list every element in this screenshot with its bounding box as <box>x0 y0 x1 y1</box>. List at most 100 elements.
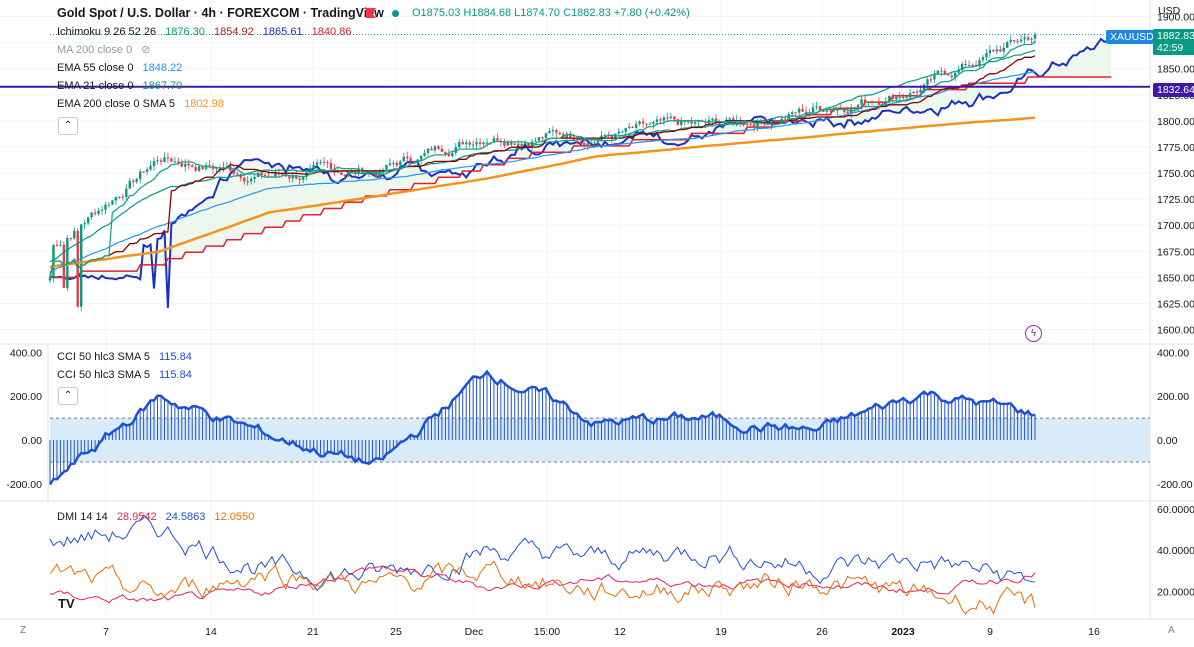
candle-body <box>260 172 263 175</box>
candle-body <box>204 165 208 169</box>
ema55-line <box>49 70 1036 273</box>
candle-body <box>621 131 624 133</box>
ohlc-close: C1882.83 <box>563 7 611 19</box>
candle-body <box>856 104 860 108</box>
candle-body <box>298 178 301 180</box>
candle-body <box>555 130 558 133</box>
legend-ema55-label: EMA 55 close 0 <box>57 62 134 74</box>
candle-body <box>791 112 794 114</box>
legend-dmi-v2: 24.5863 <box>165 511 206 523</box>
candle-body <box>652 122 655 124</box>
candle-body <box>128 180 131 189</box>
candle-body <box>177 161 180 164</box>
legend-ema21-label: EMA 21 close 0 <box>57 80 134 92</box>
candle-body <box>156 160 159 162</box>
candle-body <box>822 109 825 112</box>
candle-body <box>461 142 464 145</box>
candle-body <box>832 110 836 112</box>
candle-body <box>406 156 409 159</box>
candle-body <box>794 112 797 114</box>
tradingview-logo[interactable]: TV <box>58 596 75 611</box>
candle-body <box>964 64 967 66</box>
candle-body <box>475 142 478 145</box>
collapse-cci-legend-button[interactable]: ⌃ <box>58 387 78 405</box>
candle-body <box>829 110 832 112</box>
candle-body <box>458 142 461 148</box>
dmi-tick-label: 60.0000 <box>1157 504 1194 516</box>
candle-body <box>582 143 586 147</box>
eye-off-icon[interactable]: ⊘ <box>141 44 151 56</box>
candle-body <box>815 106 818 108</box>
candle-body <box>482 142 485 145</box>
last-price-tag: 1882.83 42:59 <box>1153 29 1194 55</box>
candle-body <box>1023 37 1026 40</box>
candle-body <box>312 164 315 169</box>
legend-dmi[interactable]: DMI 14 14 28.9542 24.5863 12.0550 <box>57 511 260 524</box>
candle-body <box>163 157 166 162</box>
candle-body <box>263 174 267 176</box>
legend-ichimoku[interactable]: Ichimoku 9 26 52 26 1876.30 1854.92 1865… <box>57 26 357 39</box>
candle-body <box>48 277 52 281</box>
bar-countdown: 42:59 <box>1157 42 1184 54</box>
candle-body <box>454 147 457 153</box>
candle-body <box>811 107 815 113</box>
candle-body <box>686 121 690 123</box>
auto-scale-button[interactable]: A <box>1168 625 1175 636</box>
candle-body <box>957 70 960 73</box>
candle-body <box>104 204 107 210</box>
legend-ema55[interactable]: EMA 55 close 0 1848.22 <box>57 62 188 75</box>
collapse-legend-button[interactable]: ⌃ <box>58 117 78 135</box>
legend-ema21[interactable]: EMA 21 close 0 1867.70 <box>57 80 188 93</box>
candle-body <box>288 176 291 179</box>
candle-body <box>933 74 936 80</box>
candle-body <box>350 170 353 174</box>
candle-body <box>874 102 877 104</box>
time-tick-label: 21 <box>307 626 319 638</box>
price-tick-label: 1700.00 <box>1157 220 1194 232</box>
legend-cci-1[interactable]: CCI 50 hlc3 SMA 5 115.84 <box>57 351 198 364</box>
candle-body <box>121 196 125 198</box>
candle-body <box>236 173 239 175</box>
candle-body <box>503 142 506 146</box>
candle-body <box>551 130 555 132</box>
candle-body <box>187 163 190 166</box>
candle-body <box>947 74 950 76</box>
candle-body <box>954 72 957 78</box>
candle-body <box>295 175 298 179</box>
candle-body <box>756 121 759 128</box>
candle-body <box>999 49 1002 52</box>
candle-body <box>447 153 451 157</box>
candle-body <box>385 164 388 170</box>
legend-ema200[interactable]: EMA 200 close 0 SMA 5 1802.98 <box>57 98 230 111</box>
candle-body <box>322 161 326 163</box>
price-tick-label: 1725.00 <box>1157 194 1194 206</box>
candle-body <box>246 181 249 183</box>
candle-body <box>485 142 489 144</box>
dmi-series-2 <box>49 560 1036 615</box>
symbol-tag: XAUUSD <box>1106 30 1158 44</box>
time-tick-label: 7 <box>103 626 109 638</box>
candle-body <box>444 151 447 154</box>
candle-body <box>125 188 128 198</box>
candle-body <box>437 146 440 149</box>
legend-ma200[interactable]: MA 200 close 0 ⊘ <box>57 44 157 57</box>
flag-icon[interactable] <box>366 8 376 18</box>
candle-body <box>940 70 943 72</box>
ichimoku-conversion-line <box>49 40 1036 278</box>
legend-ichimoku-label: Ichimoku 9 26 52 26 <box>57 26 157 38</box>
legend-cci-2[interactable]: CCI 50 hlc3 SMA 5 115.84 <box>57 369 198 382</box>
candle-body <box>690 121 693 124</box>
candle-body <box>905 96 908 98</box>
candle-body <box>138 171 142 179</box>
candle-body <box>589 142 593 144</box>
legend-cci-1-value: 115.84 <box>159 351 192 363</box>
lightning-icon[interactable]: ϟ <box>1025 325 1042 342</box>
currency-label[interactable]: USD <box>1158 5 1181 17</box>
timezone-icon[interactable]: Z <box>20 625 27 636</box>
candle-body <box>478 142 482 145</box>
price-tick-label: 1900.00 <box>1157 12 1194 24</box>
legend-cci-2-label: CCI 50 hlc3 SMA 5 <box>57 369 150 381</box>
candle-body <box>468 142 471 145</box>
candle-body <box>777 121 780 123</box>
